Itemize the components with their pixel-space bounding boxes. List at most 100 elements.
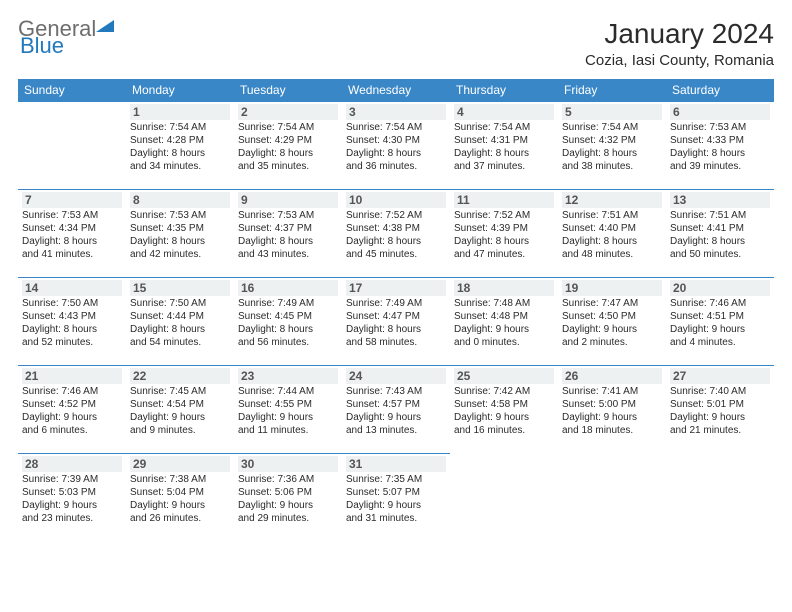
cell-line-ss: Sunset: 4:47 PM	[346, 310, 446, 323]
month-title: January 2024	[585, 18, 774, 50]
day-number: 6	[670, 104, 770, 120]
cell-line-sr: Sunrise: 7:47 AM	[562, 297, 662, 310]
calendar-week: 1Sunrise: 7:54 AMSunset: 4:28 PMDaylight…	[18, 102, 774, 190]
cell-line-ss: Sunset: 4:30 PM	[346, 134, 446, 147]
calendar-cell: 30Sunrise: 7:36 AMSunset: 5:06 PMDayligh…	[234, 454, 342, 542]
calendar-cell: 9Sunrise: 7:53 AMSunset: 4:37 PMDaylight…	[234, 190, 342, 278]
calendar-cell: 5Sunrise: 7:54 AMSunset: 4:32 PMDaylight…	[558, 102, 666, 190]
cell-lines: Sunrise: 7:54 AMSunset: 4:30 PMDaylight:…	[346, 121, 446, 173]
cell-lines: Sunrise: 7:49 AMSunset: 4:45 PMDaylight:…	[238, 297, 338, 349]
calendar-cell	[18, 102, 126, 190]
cell-line-dl1: Daylight: 9 hours	[22, 499, 122, 512]
cell-line-dl2: and 48 minutes.	[562, 248, 662, 261]
day-number: 3	[346, 104, 446, 120]
day-number: 25	[454, 368, 554, 384]
weekday-header: Friday	[558, 79, 666, 102]
cell-line-dl1: Daylight: 9 hours	[562, 411, 662, 424]
day-number: 15	[130, 280, 230, 296]
weekday-header: Sunday	[18, 79, 126, 102]
calendar-cell: 6Sunrise: 7:53 AMSunset: 4:33 PMDaylight…	[666, 102, 774, 190]
cell-line-dl1: Daylight: 9 hours	[130, 411, 230, 424]
calendar-cell: 15Sunrise: 7:50 AMSunset: 4:44 PMDayligh…	[126, 278, 234, 366]
cell-line-sr: Sunrise: 7:53 AM	[238, 209, 338, 222]
cell-line-dl2: and 16 minutes.	[454, 424, 554, 437]
calendar-cell: 25Sunrise: 7:42 AMSunset: 4:58 PMDayligh…	[450, 366, 558, 454]
cell-line-ss: Sunset: 4:34 PM	[22, 222, 122, 235]
cell-line-sr: Sunrise: 7:53 AM	[670, 121, 770, 134]
day-number: 8	[130, 192, 230, 208]
weekday-header: Tuesday	[234, 79, 342, 102]
calendar-cell: 28Sunrise: 7:39 AMSunset: 5:03 PMDayligh…	[18, 454, 126, 542]
calendar-week: 28Sunrise: 7:39 AMSunset: 5:03 PMDayligh…	[18, 454, 774, 542]
cell-line-dl2: and 9 minutes.	[130, 424, 230, 437]
cell-line-dl1: Daylight: 8 hours	[670, 147, 770, 160]
calendar-cell: 19Sunrise: 7:47 AMSunset: 4:50 PMDayligh…	[558, 278, 666, 366]
cell-lines: Sunrise: 7:50 AMSunset: 4:44 PMDaylight:…	[130, 297, 230, 349]
cell-line-dl2: and 34 minutes.	[130, 160, 230, 173]
cell-line-sr: Sunrise: 7:54 AM	[562, 121, 662, 134]
cell-line-sr: Sunrise: 7:39 AM	[22, 473, 122, 486]
cell-lines: Sunrise: 7:52 AMSunset: 4:39 PMDaylight:…	[454, 209, 554, 261]
calendar-cell	[666, 454, 774, 542]
cell-line-ss: Sunset: 4:40 PM	[562, 222, 662, 235]
cell-line-dl1: Daylight: 9 hours	[670, 411, 770, 424]
cell-line-dl2: and 13 minutes.	[346, 424, 446, 437]
cell-line-ss: Sunset: 4:52 PM	[22, 398, 122, 411]
weekday-header: Monday	[126, 79, 234, 102]
cell-lines: Sunrise: 7:41 AMSunset: 5:00 PMDaylight:…	[562, 385, 662, 437]
cell-line-dl1: Daylight: 9 hours	[22, 411, 122, 424]
calendar-cell: 10Sunrise: 7:52 AMSunset: 4:38 PMDayligh…	[342, 190, 450, 278]
calendar-cell: 8Sunrise: 7:53 AMSunset: 4:35 PMDaylight…	[126, 190, 234, 278]
day-number: 29	[130, 456, 230, 472]
cell-line-sr: Sunrise: 7:49 AM	[238, 297, 338, 310]
day-number: 2	[238, 104, 338, 120]
cell-line-dl2: and 41 minutes.	[22, 248, 122, 261]
cell-line-sr: Sunrise: 7:54 AM	[238, 121, 338, 134]
cell-line-dl1: Daylight: 9 hours	[238, 411, 338, 424]
cell-line-dl1: Daylight: 8 hours	[130, 235, 230, 248]
cell-line-dl2: and 36 minutes.	[346, 160, 446, 173]
cell-line-sr: Sunrise: 7:54 AM	[454, 121, 554, 134]
day-number: 11	[454, 192, 554, 208]
cell-line-sr: Sunrise: 7:43 AM	[346, 385, 446, 398]
day-number: 28	[22, 456, 122, 472]
calendar-cell: 17Sunrise: 7:49 AMSunset: 4:47 PMDayligh…	[342, 278, 450, 366]
calendar-cell: 22Sunrise: 7:45 AMSunset: 4:54 PMDayligh…	[126, 366, 234, 454]
cell-line-dl1: Daylight: 8 hours	[670, 235, 770, 248]
cell-line-sr: Sunrise: 7:51 AM	[562, 209, 662, 222]
cell-line-ss: Sunset: 4:48 PM	[454, 310, 554, 323]
cell-line-dl2: and 31 minutes.	[346, 512, 446, 525]
day-number: 10	[346, 192, 446, 208]
cell-line-sr: Sunrise: 7:54 AM	[130, 121, 230, 134]
calendar-week: 7Sunrise: 7:53 AMSunset: 4:34 PMDaylight…	[18, 190, 774, 278]
cell-line-dl1: Daylight: 9 hours	[670, 323, 770, 336]
day-number: 21	[22, 368, 122, 384]
cell-line-dl2: and 0 minutes.	[454, 336, 554, 349]
day-number: 5	[562, 104, 662, 120]
calendar-cell: 16Sunrise: 7:49 AMSunset: 4:45 PMDayligh…	[234, 278, 342, 366]
cell-lines: Sunrise: 7:42 AMSunset: 4:58 PMDaylight:…	[454, 385, 554, 437]
cell-line-ss: Sunset: 4:37 PM	[238, 222, 338, 235]
day-number: 19	[562, 280, 662, 296]
day-number: 9	[238, 192, 338, 208]
cell-line-dl1: Daylight: 8 hours	[346, 323, 446, 336]
cell-line-dl2: and 26 minutes.	[130, 512, 230, 525]
cell-line-dl2: and 4 minutes.	[670, 336, 770, 349]
cell-line-sr: Sunrise: 7:52 AM	[454, 209, 554, 222]
day-number: 30	[238, 456, 338, 472]
day-number: 17	[346, 280, 446, 296]
day-number: 26	[562, 368, 662, 384]
calendar-cell: 2Sunrise: 7:54 AMSunset: 4:29 PMDaylight…	[234, 102, 342, 190]
cell-line-dl2: and 47 minutes.	[454, 248, 554, 261]
day-number: 16	[238, 280, 338, 296]
cell-line-sr: Sunrise: 7:50 AM	[22, 297, 122, 310]
day-number: 13	[670, 192, 770, 208]
cell-line-ss: Sunset: 4:39 PM	[454, 222, 554, 235]
cell-line-sr: Sunrise: 7:49 AM	[346, 297, 446, 310]
cell-lines: Sunrise: 7:44 AMSunset: 4:55 PMDaylight:…	[238, 385, 338, 437]
day-number: 27	[670, 368, 770, 384]
cell-lines: Sunrise: 7:36 AMSunset: 5:06 PMDaylight:…	[238, 473, 338, 525]
cell-line-sr: Sunrise: 7:36 AM	[238, 473, 338, 486]
weekday-header: Thursday	[450, 79, 558, 102]
cell-line-dl1: Daylight: 9 hours	[346, 499, 446, 512]
